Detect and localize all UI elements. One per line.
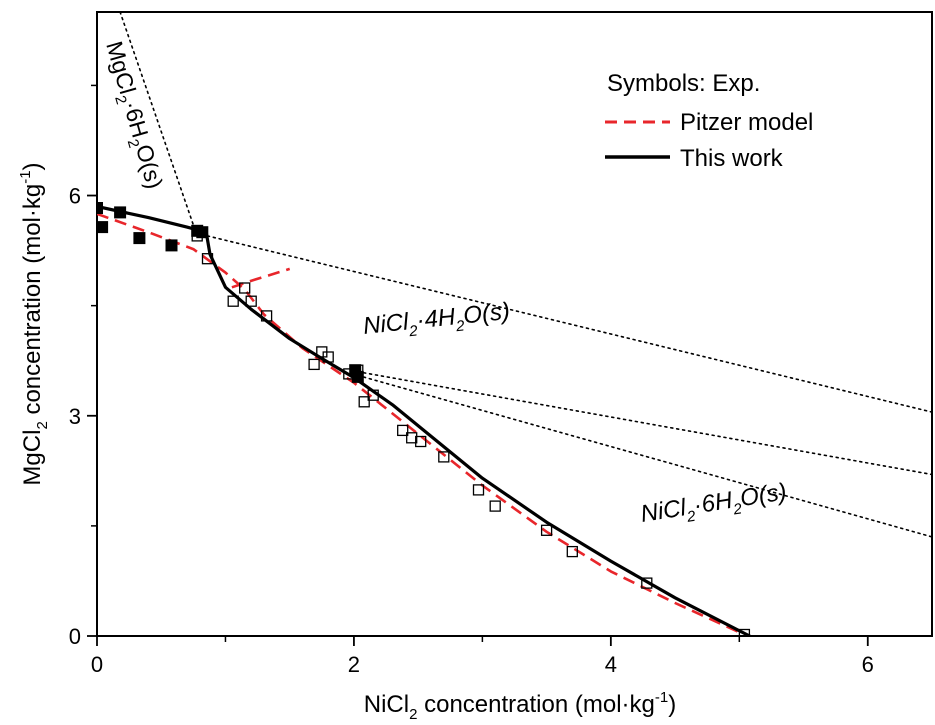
- y-axis-title-post: concentration (mol·kg: [19, 184, 46, 421]
- data-point-nicl2-hydrate-exp-0: [191, 230, 203, 242]
- annotation-nicl2-6h2o: NiCl2·6H2O(s): [639, 478, 790, 533]
- series-line-mgcl2-6h2o-extension: [119, 12, 196, 230]
- data-point-nicl2-hydrate-exp-4: [245, 295, 257, 307]
- ann1-mid: ·6H: [118, 98, 153, 141]
- y-axis-title-sub: 2: [34, 421, 51, 429]
- data-point-mgcl2-6h2o-s-exp-1: [97, 221, 109, 234]
- ann2-s1: 2: [407, 322, 419, 340]
- data-point-nicl2-hydrate-exp-11: [358, 396, 370, 408]
- x-axis-title-sub: 2: [409, 706, 417, 723]
- y-tick-label-0: 0: [69, 624, 81, 649]
- x-tick-label-2: 4: [605, 652, 617, 677]
- data-point-nicl2-hydrate-exp-22: [738, 628, 751, 636]
- legend-title: Symbols: Exp.: [607, 70, 760, 97]
- x-tick-label-3: 6: [862, 652, 874, 677]
- data-point-nicl2-hydrate-exp-16: [438, 451, 450, 463]
- y-tick-label-2: 6: [69, 184, 81, 209]
- annotation-mgcl2-6h2o: MgCl2·6H2O(s): [96, 38, 168, 193]
- legend-label-pitzer: Pitzer model: [680, 109, 813, 136]
- data-point-nicl2-hydrate-exp-19: [540, 524, 553, 536]
- data-point-nicl2-hydrate-exp-21: [641, 577, 653, 589]
- data-point-nicl2-hydrate-exp-18: [489, 500, 501, 512]
- ann2-pre: NiCl: [362, 308, 411, 340]
- y-axis-title: MgCl2 concentration (mol·kg-1): [17, 162, 51, 485]
- ann2-s2: 2: [454, 317, 466, 335]
- data-point-nicl2-hydrate-exp-5: [260, 310, 273, 322]
- data-point-nicl2-hydrate-exp-2: [227, 295, 239, 307]
- data-point-nicl2-hydrate-exp-10: [352, 364, 364, 376]
- ann3-s2: 2: [731, 500, 744, 518]
- data-point-nicl2-hydrate-exp-20: [566, 545, 578, 558]
- data-point-nicl2-hydrate-exp-1: [201, 253, 214, 265]
- y-axis-title-pre: MgCl: [19, 430, 46, 486]
- y-tick-label-1: 3: [69, 404, 81, 429]
- data-point-nicl2-hydrate-exp-13: [397, 424, 409, 437]
- data-point-nicl2-hydrate-exp-8: [322, 351, 334, 363]
- data-point-nicl2-hydrate-exp-6: [308, 358, 320, 371]
- y-axis-title-end: ): [19, 162, 46, 170]
- data-point-nicl2-hydrate-exp-3: [239, 282, 251, 294]
- data-point-nicl2-hydrate-exp-12: [367, 389, 379, 401]
- ann3-mid: ·6H: [692, 487, 735, 520]
- series-line-pitzer-model: [97, 212, 740, 634]
- x-tick-label-1: 2: [348, 652, 360, 677]
- ticks-layer: 0 2 4 6 0 3 6: [69, 84, 874, 677]
- data-point-nicl2-hydrate-exp-17: [472, 484, 485, 496]
- markers-layer: [97, 202, 751, 636]
- y-axis-title-sup: -1: [17, 170, 34, 183]
- data-point-mgcl2-6h2o-s-exp-2: [114, 206, 127, 219]
- legend-label-this-work: This work: [680, 145, 784, 172]
- ann1-pre: MgCl: [101, 38, 141, 97]
- ann1-post: O(s): [131, 141, 168, 191]
- ann2-post: O(s): [462, 298, 511, 330]
- x-axis-title-sup: -1: [655, 689, 668, 706]
- data-point-mgcl2-6h2o-s-exp-3: [133, 232, 146, 245]
- x-axis-title: NiCl2 concentration (mol·kg-1): [364, 689, 676, 723]
- data-point-mgcl2-6h2o-s-exp-8: [351, 370, 364, 383]
- series-line-nicl2-6h2o-extension-1: [357, 370, 932, 476]
- series-line-this-work: [97, 204, 752, 636]
- data-point-nicl2-hydrate-exp-9: [343, 368, 355, 380]
- ann3-pre: NiCl: [639, 494, 689, 528]
- x-tick-label-0: 0: [91, 652, 103, 677]
- annotation-nicl2-4h2o: NiCl2·4H2O(s): [362, 298, 512, 345]
- ann2-mid: ·4H: [415, 303, 457, 334]
- ann3-post: O(s): [738, 478, 788, 512]
- x-axis-title-pre: NiCl: [364, 691, 409, 718]
- curves-layer: [97, 12, 932, 636]
- data-point-nicl2-hydrate-exp-15: [415, 435, 427, 448]
- legend: Symbols: Exp. Pitzer model This work: [605, 70, 813, 172]
- x-axis-title-end: ): [668, 691, 676, 718]
- data-point-mgcl2-6h2o-s-exp-0: [97, 202, 103, 214]
- plot-area-frame: [96, 11, 933, 637]
- data-point-nicl2-hydrate-exp-14: [406, 432, 418, 444]
- series-line-nicl2-4h2o-extension: [206, 235, 932, 413]
- ann3-s1: 2: [685, 508, 698, 526]
- data-point-mgcl2-6h2o-s-exp-4: [165, 239, 178, 252]
- x-axis-title-post: concentration (mol·kg: [417, 691, 654, 718]
